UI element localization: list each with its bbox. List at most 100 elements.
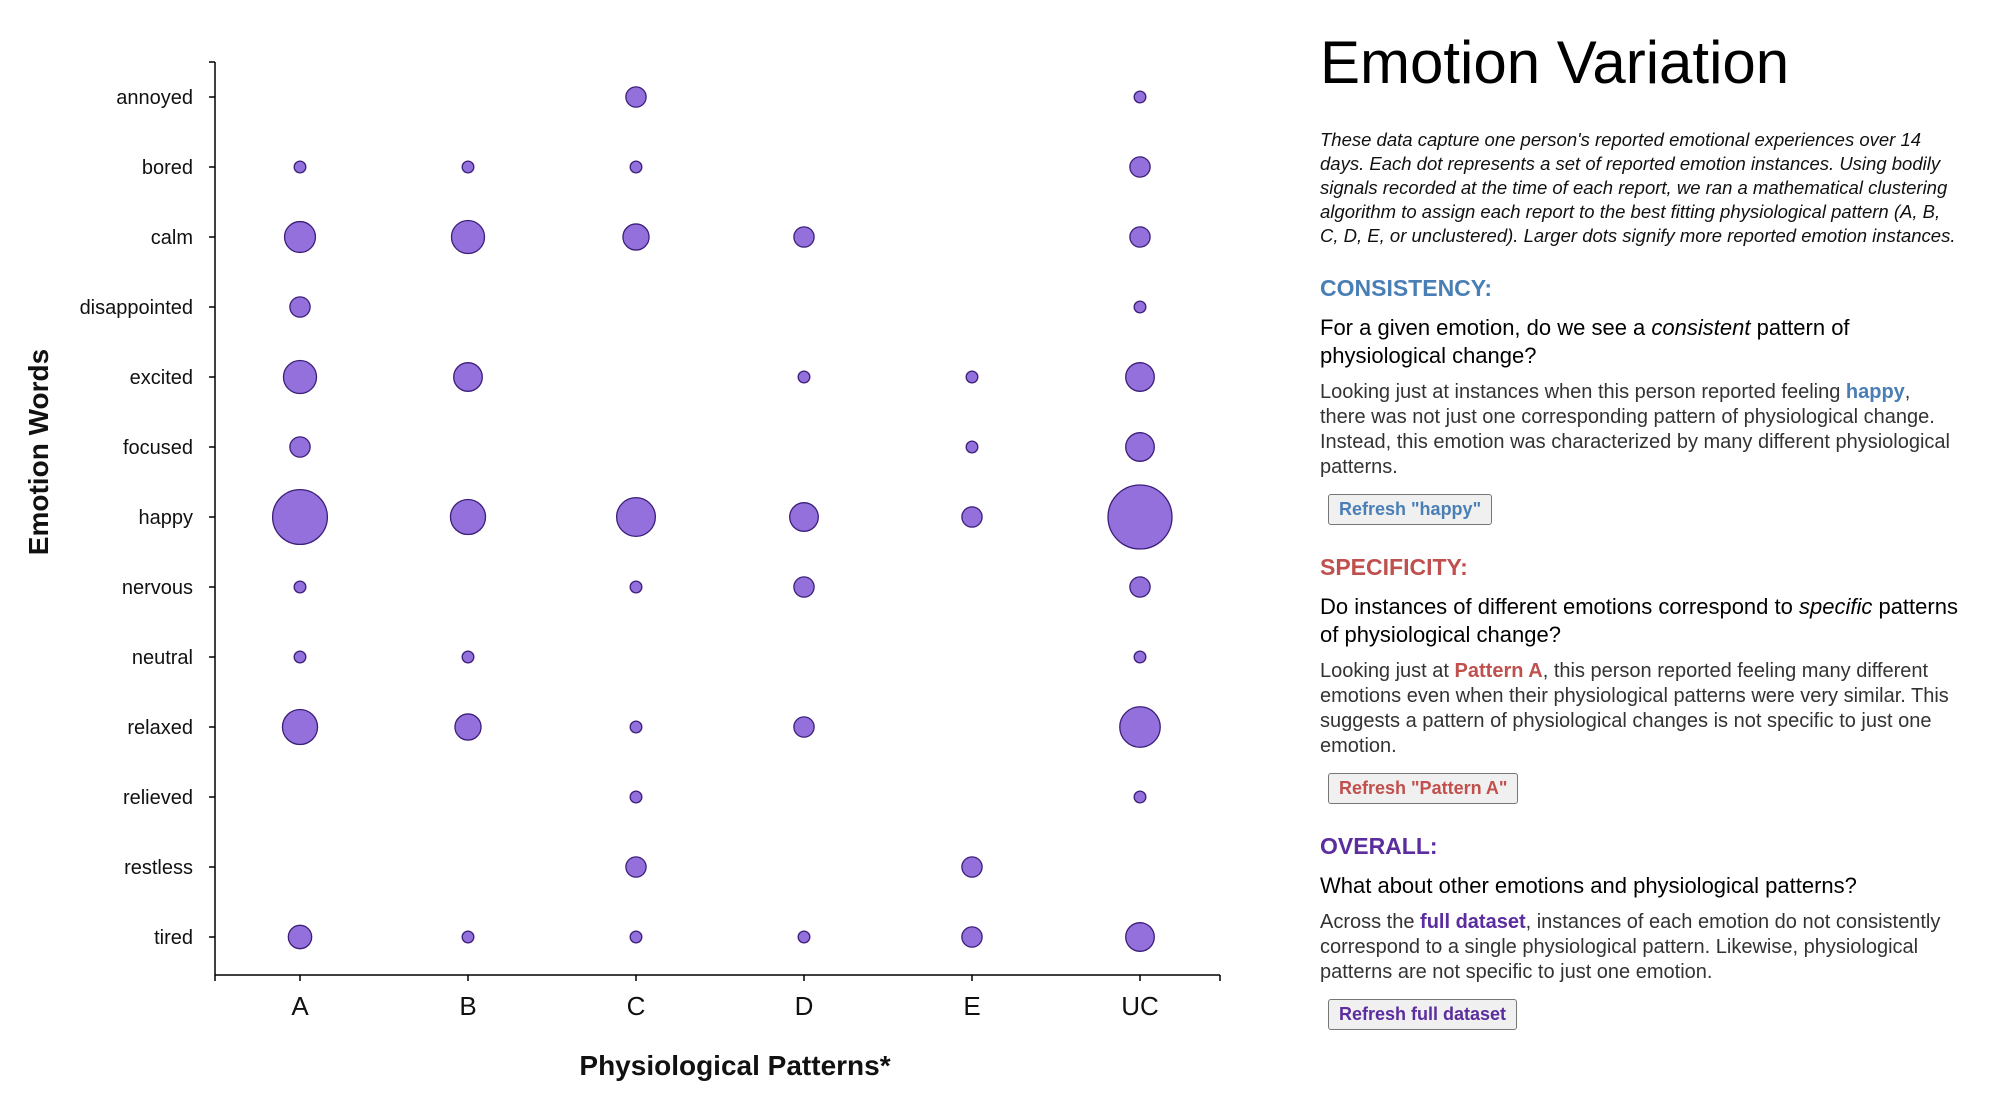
consistency-question: For a given emotion, do we see a consist… bbox=[1320, 314, 1960, 370]
y-tick-label: focused bbox=[123, 437, 193, 459]
bubble-point bbox=[293, 160, 307, 174]
bubble-point bbox=[961, 506, 983, 528]
specificity-body-pre: Looking just at bbox=[1320, 660, 1455, 682]
bubble-point bbox=[1119, 706, 1161, 748]
x-tick-label: A bbox=[291, 991, 309, 1021]
overall-body: Across the full dataset, instances of ea… bbox=[1320, 910, 1960, 985]
consistency-heading: CONSISTENCY: bbox=[1320, 275, 1493, 301]
bubble-point bbox=[629, 720, 643, 734]
bubble-point bbox=[1129, 576, 1151, 598]
specificity-body-post: , this person reported feeling many diff… bbox=[1320, 660, 1949, 757]
specificity-body-strong: Pattern A bbox=[1454, 660, 1543, 682]
consistency-body-strong: happy bbox=[1845, 381, 1905, 403]
bubble-point bbox=[622, 223, 650, 251]
specificity-question: Do instances of different emotions corre… bbox=[1320, 593, 1960, 649]
bubbles-layer bbox=[271, 86, 1173, 952]
bubble-point bbox=[283, 220, 317, 254]
y-axis-title: Emotion Words bbox=[23, 349, 54, 555]
y-tick-label: neutral bbox=[132, 647, 193, 669]
bubble-point bbox=[789, 502, 819, 532]
refresh-happy-button[interactable]: Refresh "happy" bbox=[1328, 494, 1493, 525]
panel-description: These data capture one person's reported… bbox=[1320, 129, 1956, 246]
y-tick-label: bored bbox=[142, 157, 193, 179]
bubble-point bbox=[461, 160, 475, 174]
bubble-point bbox=[461, 930, 475, 944]
bubble-point bbox=[1129, 226, 1151, 248]
consistency-body: Looking just at instances when this pers… bbox=[1320, 380, 1960, 480]
y-tick-label: annoyed bbox=[116, 87, 193, 109]
specificity-heading: SPECIFICITY: bbox=[1320, 554, 1468, 580]
bubble-point bbox=[454, 713, 482, 741]
y-tick-label: calm bbox=[151, 227, 193, 249]
bubble-point bbox=[629, 930, 643, 944]
overall-body-post: , instances of each emotion do not consi… bbox=[1320, 911, 1941, 983]
bubble-point bbox=[965, 440, 979, 454]
bubble-point bbox=[281, 708, 319, 746]
refresh-pattern-a-button[interactable]: Refresh "Pattern A" bbox=[1328, 773, 1519, 804]
bubble-point bbox=[282, 359, 318, 395]
bubble-point bbox=[1133, 300, 1147, 314]
refresh-full-dataset-button[interactable]: Refresh full dataset bbox=[1328, 999, 1518, 1030]
y-tick-label: disappointed bbox=[80, 297, 193, 319]
y-tick-label: tired bbox=[154, 927, 193, 949]
y-tick-label: excited bbox=[130, 367, 193, 389]
consistency-body-post: , there was not just one corresponding p… bbox=[1320, 381, 1950, 478]
bubble-point bbox=[625, 856, 647, 878]
overall-question: What about other emotions and physiologi… bbox=[1320, 873, 1857, 898]
bubble-point bbox=[289, 296, 311, 318]
bubble-point bbox=[797, 370, 811, 384]
consistency-section: CONSISTENCY: For a given emotion, do we … bbox=[1320, 274, 1960, 525]
bubble-point bbox=[287, 924, 313, 950]
bubble-point bbox=[629, 790, 643, 804]
x-axis-title: Physiological Patterns* bbox=[579, 1050, 890, 1081]
specificity-question-post: patterns of physiological change? bbox=[1320, 594, 1958, 647]
x-tick-label: UC bbox=[1121, 991, 1159, 1021]
overall-body-pre: Across the bbox=[1320, 911, 1421, 933]
bubble-point bbox=[1129, 156, 1151, 178]
bubble-point bbox=[449, 498, 487, 536]
bubble-point bbox=[271, 488, 329, 546]
bubble-point bbox=[289, 436, 311, 458]
info-panel: Emotion Variation These data capture one… bbox=[1320, 28, 1960, 1058]
bubble-point bbox=[793, 716, 815, 738]
y-tick-label: relieved bbox=[123, 787, 193, 809]
bubble-point bbox=[450, 219, 486, 255]
bubble-point bbox=[453, 362, 483, 392]
bubble-point bbox=[965, 370, 979, 384]
y-tick-label: restless bbox=[124, 857, 193, 879]
bubble-point bbox=[625, 86, 647, 108]
bubble-point bbox=[793, 226, 815, 248]
specificity-question-em: specific bbox=[1798, 594, 1873, 619]
specificity-question-pre: Do instances of different emotions corre… bbox=[1320, 594, 1799, 619]
x-tick-label: E bbox=[963, 991, 980, 1021]
bubble-chart: annoyed bored calm disappointed excited focus… bbox=[23, 61, 1221, 1081]
bubble-point bbox=[615, 496, 657, 538]
bubble-point bbox=[797, 930, 811, 944]
x-tick-label: B bbox=[459, 991, 476, 1021]
bubble-point bbox=[461, 650, 475, 664]
bubble-point bbox=[629, 160, 643, 174]
x-tick-label: D bbox=[795, 991, 814, 1021]
bubble-point bbox=[1133, 650, 1147, 664]
bubble-point bbox=[961, 926, 983, 948]
overall-heading: OVERALL: bbox=[1320, 833, 1438, 859]
bubble-point bbox=[1107, 484, 1173, 550]
bubble-point bbox=[293, 650, 307, 664]
x-tick-label: C bbox=[627, 991, 646, 1021]
bubble-point bbox=[1133, 790, 1147, 804]
overall-body-strong: full dataset bbox=[1420, 911, 1526, 933]
consistency-body-pre: Looking just at instances when this pers… bbox=[1320, 381, 1846, 403]
bubble-point bbox=[629, 580, 643, 594]
bubble-point bbox=[1125, 922, 1155, 952]
specificity-section: SPECIFICITY: Do instances of different e… bbox=[1320, 553, 1960, 804]
y-tick-label: relaxed bbox=[127, 717, 193, 739]
bubble-point bbox=[293, 580, 307, 594]
chart-area: annoyed bored calm disappointed excited focus… bbox=[23, 61, 1221, 1081]
specificity-body: Looking just at Pattern A, this person r… bbox=[1320, 659, 1960, 759]
bubble-point bbox=[961, 856, 983, 878]
bubble-point bbox=[1133, 90, 1147, 104]
consistency-question-em: consistent bbox=[1651, 315, 1751, 340]
bubble-point bbox=[1125, 432, 1155, 462]
panel-title: Emotion Variation bbox=[1320, 29, 1790, 96]
bubble-point bbox=[1125, 362, 1155, 392]
